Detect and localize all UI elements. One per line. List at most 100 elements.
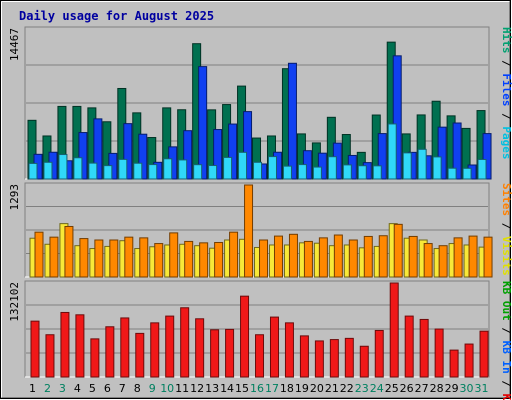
bar (243, 111, 253, 180)
bar (317, 152, 327, 180)
legend-entry: KB F (500, 394, 512, 400)
bar (342, 164, 352, 180)
bar (28, 162, 38, 180)
bar (238, 151, 248, 180)
bar (135, 332, 145, 378)
legend-entry: / (500, 321, 512, 341)
x-tick-label: 23 (355, 382, 369, 395)
bar (43, 161, 53, 180)
bar (148, 164, 158, 180)
bar (462, 167, 472, 180)
bar (372, 165, 382, 180)
bar (437, 126, 447, 180)
legend-pages: Hits / Files / Pages (500, 27, 512, 160)
bar (374, 329, 384, 378)
legend-entry: Visits (500, 236, 512, 276)
series-hits (27, 41, 486, 180)
legend-kbytes: KB Out / KB In / KB F (500, 281, 512, 400)
legend-entry: Hits (500, 27, 512, 54)
x-tick-label: 29 (445, 382, 459, 395)
bar (273, 235, 283, 278)
bar (387, 123, 397, 180)
bar (139, 237, 149, 278)
bar (389, 282, 399, 378)
panel-kbytes: 132102 KB Out / KB In / KB F (8, 280, 512, 400)
bar (333, 234, 343, 278)
bar (483, 236, 493, 278)
x-tick-label: 1 (29, 382, 36, 395)
bar (78, 132, 88, 180)
legend-entry: / (500, 107, 512, 127)
bar (303, 240, 313, 278)
x-tick-label: 28 (430, 382, 444, 395)
bar (105, 326, 115, 378)
bar (210, 329, 220, 378)
x-axis-day-labels: 1 2 3 4 5 6 7 8 9 10 11 12 13 14 15 16 17 18 19 20 21 22 23 24 2… (29, 382, 489, 395)
y-max-label-kbytes: 132102 (8, 282, 21, 322)
bar (163, 158, 173, 180)
bar (208, 165, 218, 180)
bar (329, 339, 339, 378)
bar (213, 129, 223, 180)
bar (79, 238, 89, 278)
x-tick-label: 19 (295, 382, 309, 395)
x-tick-label: 7 (119, 382, 126, 395)
legend-entry: Pages (500, 126, 512, 159)
legend-entry: / (500, 374, 512, 394)
bar (404, 315, 414, 378)
x-tick-label: 21 (325, 382, 339, 395)
bar (123, 123, 133, 180)
bar (228, 123, 238, 180)
bar (288, 233, 298, 278)
bar (180, 307, 190, 378)
bar (284, 322, 294, 378)
bar (408, 235, 418, 278)
bar (193, 164, 203, 180)
bar (482, 133, 492, 180)
series-files (33, 55, 492, 180)
bar (419, 318, 429, 378)
bar (184, 240, 194, 278)
x-tick-label: 6 (104, 382, 111, 395)
bar (49, 236, 59, 278)
bar (402, 152, 412, 180)
bar (165, 315, 175, 378)
bar (282, 165, 292, 180)
bar (225, 328, 235, 378)
x-tick-label: 24 (370, 382, 384, 395)
x-tick-label: 26 (400, 382, 414, 395)
series-sites (34, 184, 493, 278)
legend-entry: KB Out (500, 281, 512, 321)
legend-entry: Sites (500, 183, 512, 216)
bar (447, 167, 457, 180)
x-tick-label: 9 (149, 382, 156, 395)
bar (75, 314, 85, 378)
panel-pages: 14467 Hits / Files / Pages (8, 26, 512, 180)
bar (392, 55, 402, 180)
bar (314, 340, 324, 378)
x-tick-label: 20 (310, 382, 324, 395)
bar (449, 349, 459, 378)
bar (327, 156, 337, 180)
legend-entry: KB In (500, 341, 512, 374)
bar (348, 239, 358, 278)
bar (229, 231, 239, 278)
legend-entry: / (500, 54, 512, 74)
bar (64, 225, 74, 278)
bar (434, 328, 444, 378)
bar (357, 165, 367, 180)
x-tick-label: 25 (385, 382, 399, 395)
bar (299, 335, 309, 378)
bar (138, 133, 148, 180)
bar (223, 156, 233, 180)
bar (479, 330, 489, 378)
bar (359, 345, 369, 378)
bar (297, 164, 307, 180)
bar (58, 154, 68, 180)
bar (169, 232, 179, 278)
x-tick-label: 3 (59, 382, 66, 395)
bar (133, 162, 143, 180)
bar (438, 245, 448, 278)
bar (312, 166, 322, 180)
bar (120, 317, 130, 378)
